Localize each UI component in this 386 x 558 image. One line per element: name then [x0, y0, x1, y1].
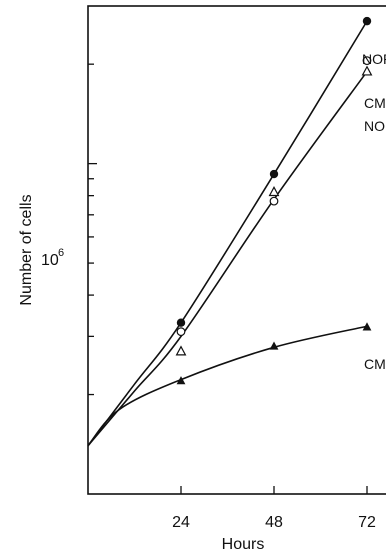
series-line-2	[87, 71, 368, 447]
marker-filled-triangle	[176, 376, 186, 385]
x-tick-label: 72	[358, 514, 376, 531]
x-axis-label: Hours	[222, 536, 265, 553]
series-label: CMX	[364, 356, 386, 372]
y-tick-label-1e6: 10 6	[41, 247, 64, 269]
series-line-0	[87, 20, 368, 447]
marker-open-triangle	[268, 186, 280, 197]
marker-filled-circle	[269, 169, 279, 179]
series-label: CMX+	[364, 95, 386, 111]
marker-filled-circle	[176, 318, 186, 327]
marker-open-triangle	[361, 65, 373, 76]
series-line-3	[87, 325, 368, 447]
marker-open-circle	[269, 196, 279, 206]
marker-open-circle	[362, 56, 372, 66]
marker-open-triangle	[175, 345, 187, 356]
y-tick-exponent: 6	[58, 247, 64, 259]
marker-filled-triangle	[362, 322, 372, 331]
plot-area	[87, 5, 386, 495]
marker-filled-circle	[362, 16, 372, 26]
marker-filled-triangle	[269, 341, 279, 350]
x-axis-ticks: 24 48 72	[172, 486, 376, 531]
series-curves	[87, 20, 368, 447]
series-label: NOR	[364, 118, 386, 134]
series-labels: NOR CMX+ NOR CMX	[362, 51, 386, 372]
x-tick-label: 24	[172, 514, 190, 531]
y-axis-label: Number of cells	[18, 194, 35, 305]
y-minor-ticks	[88, 63, 97, 396]
marker-open-circle	[176, 327, 186, 337]
x-tick-label: 48	[265, 514, 283, 531]
series-label: NOR	[362, 51, 386, 67]
series-markers	[175, 16, 373, 385]
y-tick-base: 10	[41, 252, 59, 269]
plot-frame	[87, 5, 386, 495]
